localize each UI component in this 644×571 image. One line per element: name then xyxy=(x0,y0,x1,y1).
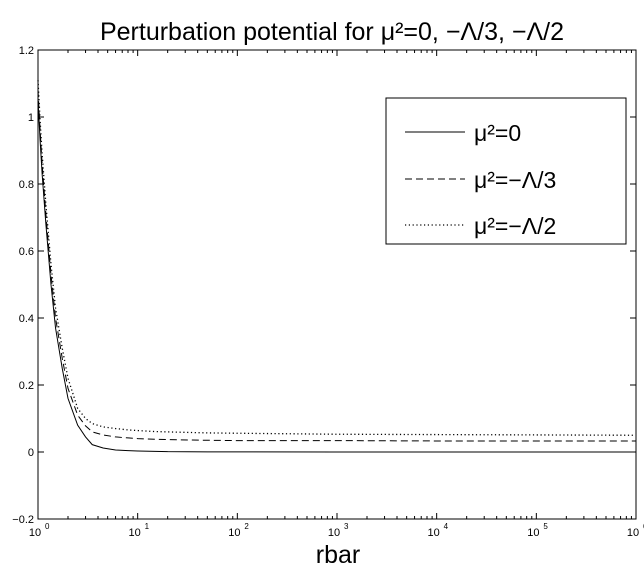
y-tick-label: 0.4 xyxy=(19,313,34,325)
x-tick-base: 10 xyxy=(29,527,41,539)
x-tick-label: 106 xyxy=(627,522,644,539)
legend-box xyxy=(385,97,627,245)
x-tick-exponent: 2 xyxy=(244,522,249,531)
x-tick-label: 10 4 xyxy=(428,522,449,539)
y-tick-label: 0.8 xyxy=(19,179,34,191)
x-tick-base: 10 xyxy=(527,527,539,539)
x-tick-exponent: 4 xyxy=(444,522,449,531)
x-tick-exponent: 1 xyxy=(145,522,150,531)
x-tick-label: 10 1 xyxy=(129,522,150,539)
x-tick-exponent: 5 xyxy=(543,522,548,531)
x-tick-base: 10 xyxy=(428,527,440,539)
x-axis-label: rbar xyxy=(316,541,360,569)
series-line-dashed xyxy=(37,90,636,442)
y-tick-label: −0.2 xyxy=(12,514,34,526)
x-tick-base: 10 xyxy=(129,527,141,539)
series-group xyxy=(37,80,637,453)
legend-label-2: μ²=−Λ/2 xyxy=(474,213,556,239)
x-tick-label: 10 3 xyxy=(328,522,349,539)
x-tick-base: 10 xyxy=(228,527,240,539)
x-tick-label: 10 2 xyxy=(228,522,249,539)
x-tick-base: 10 xyxy=(627,527,639,539)
x-tick-label: 10 0 xyxy=(29,522,50,539)
chart-title: Perturbation potential for μ²=0, −Λ/3, −… xyxy=(100,18,564,46)
y-tick-label: 0 xyxy=(28,447,34,459)
series-line-dotted xyxy=(37,80,637,436)
legend: μ²=0 μ²=−Λ/3 μ²=−Λ/2 xyxy=(385,97,627,245)
x-tick-exponent: 3 xyxy=(344,522,349,531)
x-tick-label: 10 5 xyxy=(527,522,548,539)
series-line-solid xyxy=(37,100,636,453)
legend-label-0: μ²=0 xyxy=(474,120,521,146)
y-axis: −0.2 0 0.2 0.4 0.6 0.8 1 1.2 xyxy=(12,45,636,526)
y-tick-label: 1 xyxy=(28,112,34,124)
x-axis: 100101102103104105106 xyxy=(29,50,644,539)
legend-label-1: μ²=−Λ/3 xyxy=(474,167,556,193)
y-tick-label: 1.2 xyxy=(19,45,34,57)
x-tick-base: 10 xyxy=(328,527,340,539)
x-tick-exponent: 0 xyxy=(45,522,50,531)
y-tick-label: 0.6 xyxy=(19,246,34,258)
y-tick-label: 0.2 xyxy=(19,380,34,392)
